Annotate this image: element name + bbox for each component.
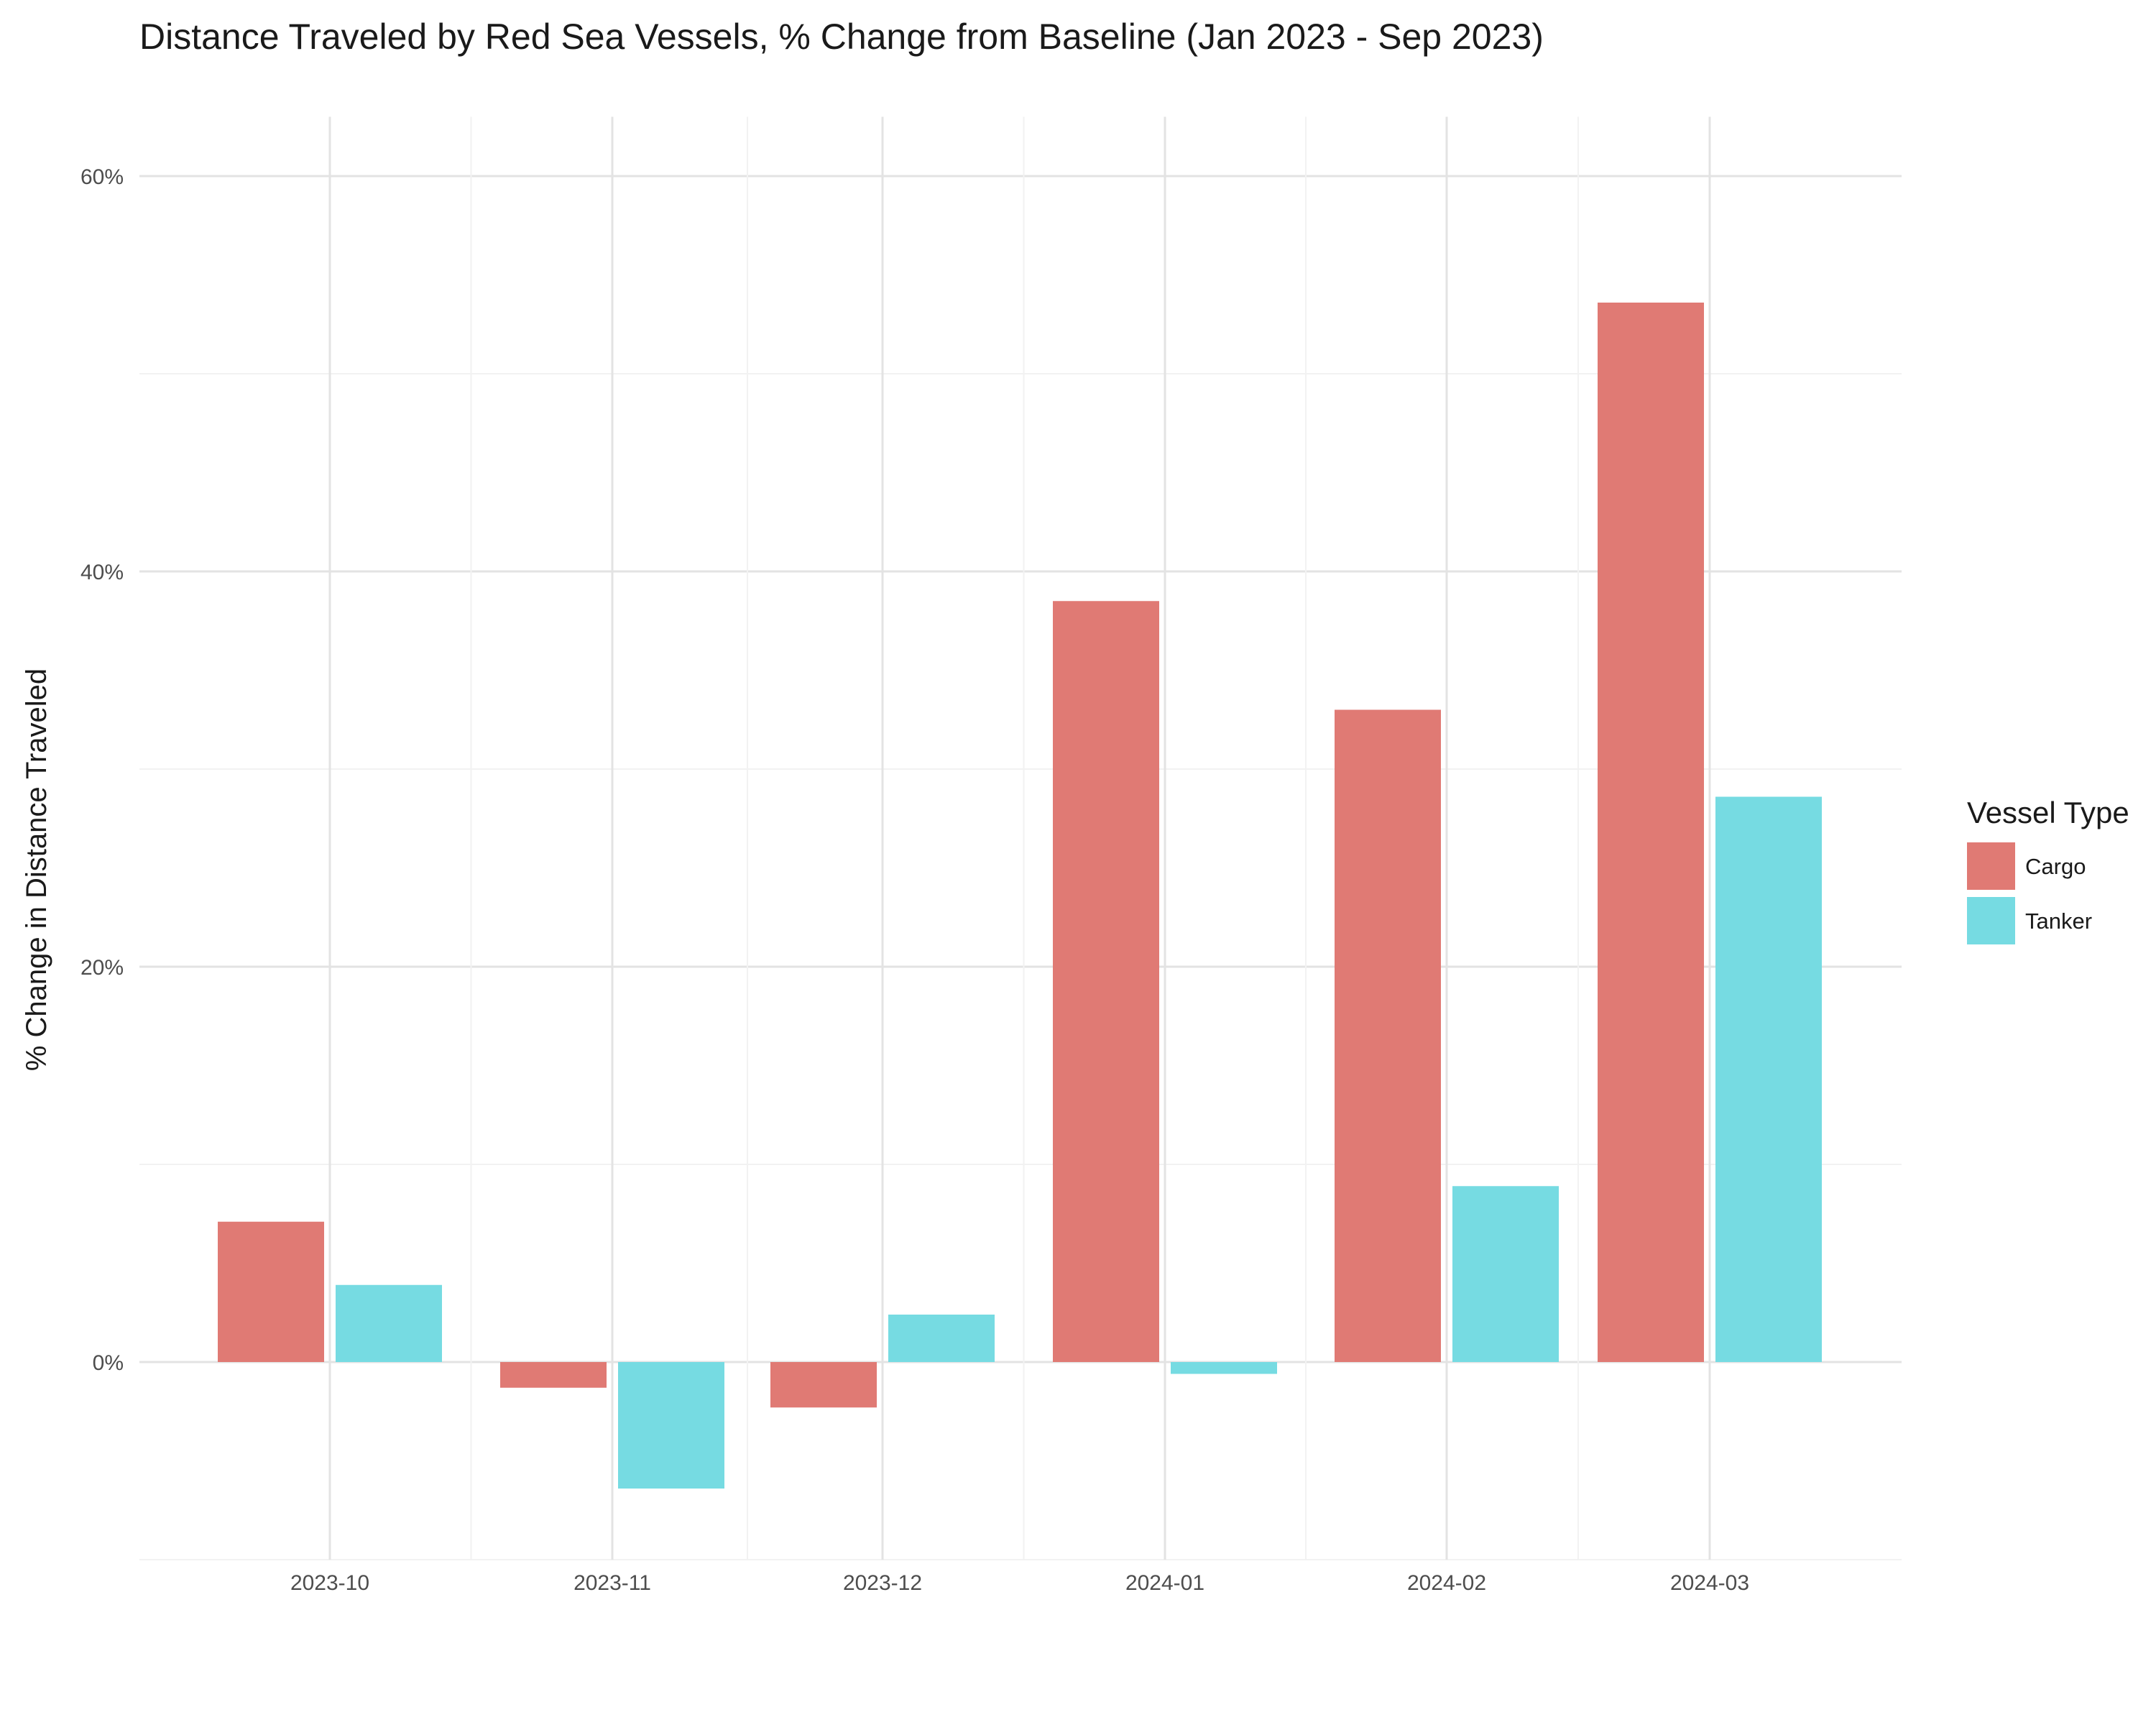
x-tick-label: 2024-02 xyxy=(1407,1571,1486,1595)
x-tick-label: 2023-12 xyxy=(843,1571,922,1595)
bar-cargo-2023-12 xyxy=(770,1362,877,1408)
bar-cargo-2024-02 xyxy=(1335,709,1441,1362)
bar-tanker-2024-03 xyxy=(1715,796,1822,1362)
y-axis-title: % Change in Distance Traveled xyxy=(21,668,52,1071)
bar-cargo-2023-11 xyxy=(500,1362,607,1388)
y-tick-label: 20% xyxy=(80,956,124,980)
x-tick-label: 2024-01 xyxy=(1125,1571,1204,1595)
legend: Vessel Type Cargo Tanker xyxy=(1967,796,2129,944)
legend-key-cargo xyxy=(1967,842,2015,890)
bar-cargo-2024-03 xyxy=(1598,303,1704,1362)
legend-label-cargo: Cargo xyxy=(2025,854,2086,879)
bar-tanker-2023-10 xyxy=(336,1284,442,1362)
x-axis-ticks: 2023-10 2023-11 2023-12 2024-01 2024-02 2024-… xyxy=(290,1571,1749,1595)
bar-cargo-2024-01 xyxy=(1053,601,1159,1362)
bar-cargo-2023-10 xyxy=(218,1221,324,1362)
x-tick-label: 2023-11 xyxy=(573,1571,651,1595)
y-tick-label: 40% xyxy=(80,561,124,584)
grid-lines xyxy=(139,116,1902,1560)
x-tick-label: 2023-10 xyxy=(290,1571,369,1595)
y-tick-label: 0% xyxy=(93,1351,124,1375)
y-axis-ticks: 0% 20% 40% 60% xyxy=(80,165,124,1375)
bar-tanker-2024-02 xyxy=(1452,1186,1559,1362)
bar-tanker-2024-01 xyxy=(1171,1362,1277,1374)
y-tick-label: 60% xyxy=(80,165,124,189)
bar-tanker-2023-12 xyxy=(888,1315,995,1362)
legend-title: Vessel Type xyxy=(1967,796,2129,829)
bars xyxy=(218,303,1822,1489)
legend-label-tanker: Tanker xyxy=(2025,908,2092,934)
legend-key-tanker xyxy=(1967,897,2015,944)
chart-title: Distance Traveled by Red Sea Vessels, % … xyxy=(139,17,1544,57)
x-tick-label: 2024-03 xyxy=(1670,1571,1749,1595)
bar-tanker-2023-11 xyxy=(618,1362,724,1489)
